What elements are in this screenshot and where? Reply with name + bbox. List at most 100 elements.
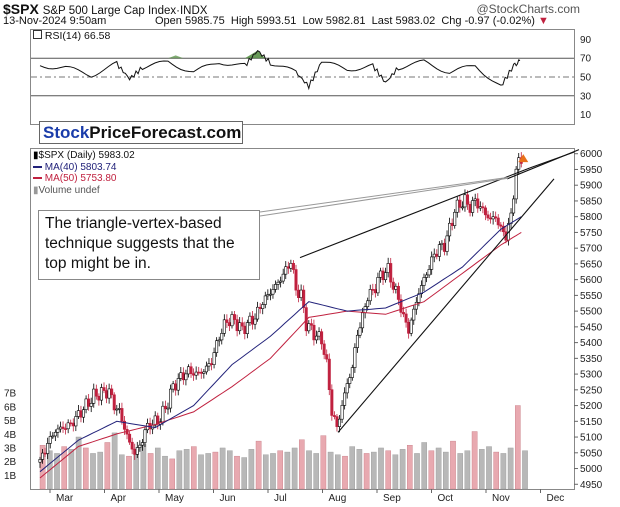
candle-body bbox=[222, 319, 226, 334]
candle-body bbox=[112, 394, 116, 411]
volume-bar bbox=[407, 445, 413, 490]
volume-tick-label: 4B bbox=[4, 430, 17, 441]
y-tick-label: 4950 bbox=[580, 480, 603, 491]
candle-body bbox=[407, 321, 411, 334]
x-tick-label: Oct bbox=[438, 493, 454, 504]
candle-body bbox=[61, 426, 65, 429]
candle-body bbox=[381, 270, 385, 281]
candle-body bbox=[330, 389, 334, 416]
candle-body bbox=[99, 387, 103, 401]
candle-body bbox=[486, 214, 490, 219]
candle-body bbox=[417, 293, 421, 303]
index-name: S&P 500 Large Cap Index bbox=[42, 5, 177, 17]
legend-price: ▮$SPX (Daily) 5983.02 bbox=[33, 150, 135, 161]
ma40-line bbox=[39, 216, 522, 473]
y-tick-label: 6000 bbox=[580, 149, 603, 160]
candle-body bbox=[402, 312, 406, 315]
candle-body bbox=[281, 273, 285, 282]
candle-body bbox=[220, 333, 224, 341]
y-tick-label: 5800 bbox=[580, 212, 603, 223]
trendline-lower bbox=[337, 178, 555, 433]
callout-pointer bbox=[259, 177, 509, 217]
rsi-line bbox=[39, 50, 521, 91]
y-tick-label: 5850 bbox=[580, 196, 603, 207]
quote-line: Open 5985.75 High 5993.51 Low 5982.81 La… bbox=[155, 15, 549, 27]
volume-bar bbox=[118, 454, 125, 490]
candle-body bbox=[471, 200, 475, 213]
candle-body bbox=[394, 285, 398, 290]
candle-body bbox=[105, 390, 109, 399]
candle-body bbox=[440, 242, 444, 245]
y-tick-label: 5500 bbox=[580, 307, 603, 318]
candle-body bbox=[317, 331, 321, 337]
candle-body bbox=[56, 428, 60, 433]
price-panel-frame bbox=[30, 148, 575, 490]
candle-body bbox=[41, 452, 45, 460]
candle-body bbox=[386, 263, 390, 273]
candle-body bbox=[422, 277, 426, 286]
candle-body bbox=[87, 398, 91, 407]
candle-body bbox=[179, 372, 183, 379]
brand-part2: PriceForecast.com bbox=[89, 123, 242, 142]
volume-tick-label: 6B bbox=[4, 402, 17, 413]
rsi-tick-label: 70 bbox=[580, 54, 592, 65]
legend: ▮$SPX (Daily) 5983.02 MA(40) 5803.74 MA(… bbox=[33, 150, 135, 196]
y-tick-label: 5050 bbox=[580, 448, 603, 459]
x-tick-label: Apr bbox=[111, 493, 127, 504]
symbol: $SPX bbox=[3, 1, 39, 17]
candle-body bbox=[66, 422, 70, 430]
candle-body bbox=[202, 371, 206, 374]
annotation-callout: The triangle-vertex-based technique sugg… bbox=[38, 210, 260, 280]
candle-body bbox=[79, 410, 83, 418]
volume-bar bbox=[263, 454, 269, 490]
volume-bar bbox=[54, 453, 60, 490]
candle-body bbox=[291, 262, 295, 270]
candle-body bbox=[476, 198, 480, 209]
y-tick-label: 5950 bbox=[580, 165, 603, 176]
quote-date: 13-Nov-2024 9:50am bbox=[3, 15, 107, 27]
candle-body bbox=[478, 206, 482, 209]
candle-body bbox=[432, 253, 436, 258]
candle-body bbox=[263, 295, 267, 305]
candle-body bbox=[169, 388, 173, 409]
x-tick-label: Jun bbox=[220, 493, 236, 504]
candle-body bbox=[140, 442, 144, 446]
candle-body bbox=[499, 224, 503, 227]
brand-part1: Stock bbox=[43, 123, 90, 142]
x-tick-label: Dec bbox=[547, 493, 565, 504]
volume-bar bbox=[385, 450, 392, 490]
volume-bar bbox=[234, 455, 240, 490]
candle-body bbox=[481, 206, 485, 209]
candle-body bbox=[64, 428, 68, 430]
candle-body bbox=[340, 405, 344, 420]
candle-body bbox=[48, 436, 52, 444]
candle-body bbox=[514, 168, 518, 200]
candle-body bbox=[430, 256, 434, 270]
candle-body bbox=[156, 415, 160, 425]
volume-bar bbox=[248, 449, 255, 490]
candle-body bbox=[396, 285, 400, 300]
candle-body bbox=[350, 367, 354, 378]
candle-body bbox=[368, 289, 372, 302]
volume-bar bbox=[126, 455, 132, 490]
volume-bar bbox=[198, 454, 204, 490]
candle-body bbox=[74, 416, 78, 427]
candle-body bbox=[92, 388, 96, 404]
candle-body bbox=[207, 363, 211, 367]
volume-bar bbox=[68, 449, 75, 490]
volume-bar bbox=[471, 431, 478, 490]
candle-body bbox=[376, 277, 380, 294]
volume-bar bbox=[414, 453, 420, 490]
volume-bar bbox=[90, 453, 96, 490]
candle-body bbox=[204, 365, 208, 373]
candle-body bbox=[181, 372, 185, 381]
candle-body bbox=[84, 398, 88, 410]
candle-body bbox=[517, 157, 521, 170]
rsi-tick-label: 10 bbox=[580, 110, 592, 121]
volume-bar bbox=[75, 436, 82, 490]
candle-body bbox=[163, 405, 167, 410]
volume-bar bbox=[212, 451, 219, 490]
change-value: -0.97 (-0.02%) bbox=[464, 15, 535, 27]
candle-body bbox=[166, 407, 170, 410]
candle-body bbox=[366, 300, 370, 307]
